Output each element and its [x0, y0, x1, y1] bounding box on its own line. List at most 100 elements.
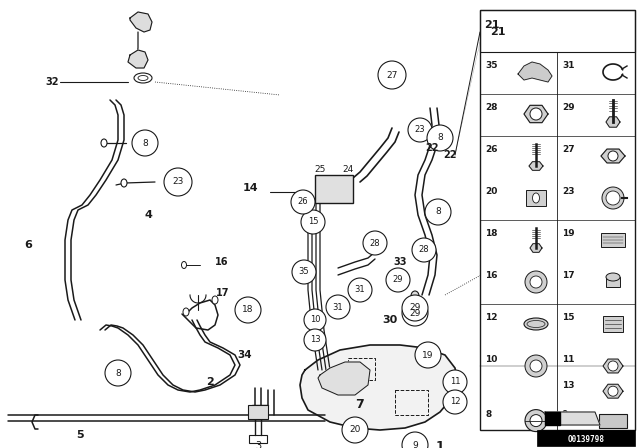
Text: 12: 12 — [450, 397, 460, 406]
Circle shape — [443, 390, 467, 414]
Text: 28: 28 — [419, 246, 429, 254]
Ellipse shape — [524, 318, 548, 330]
Circle shape — [415, 342, 441, 368]
Circle shape — [425, 199, 451, 225]
Circle shape — [530, 360, 542, 372]
Ellipse shape — [183, 308, 189, 316]
Bar — [480, 10, 635, 52]
Text: 17: 17 — [216, 288, 230, 298]
Bar — [526, 190, 546, 206]
Circle shape — [608, 151, 618, 161]
Text: 1: 1 — [436, 440, 444, 448]
Polygon shape — [318, 362, 370, 395]
Polygon shape — [545, 412, 600, 425]
Ellipse shape — [182, 262, 186, 268]
Text: 11: 11 — [562, 356, 575, 365]
Text: 29: 29 — [393, 276, 403, 284]
Polygon shape — [530, 244, 542, 252]
Text: 5: 5 — [76, 430, 84, 440]
Text: 35: 35 — [485, 61, 497, 70]
Text: 19: 19 — [422, 350, 434, 359]
Text: 21: 21 — [484, 20, 500, 30]
Text: 28: 28 — [370, 238, 380, 247]
Text: 3: 3 — [255, 441, 261, 448]
Text: 8: 8 — [115, 369, 121, 378]
Circle shape — [363, 231, 387, 255]
Circle shape — [301, 210, 325, 234]
Circle shape — [304, 329, 326, 351]
Circle shape — [530, 276, 542, 288]
Ellipse shape — [411, 291, 419, 301]
Circle shape — [132, 130, 158, 156]
Text: 13: 13 — [562, 381, 575, 390]
Bar — [599, 414, 627, 427]
Polygon shape — [300, 345, 458, 430]
Text: 26: 26 — [485, 146, 497, 155]
Text: 9: 9 — [412, 440, 418, 448]
Text: 15: 15 — [562, 314, 575, 323]
Text: 16: 16 — [485, 271, 497, 280]
Bar — [248, 405, 268, 419]
Circle shape — [443, 370, 467, 394]
Ellipse shape — [532, 193, 540, 203]
Text: 25: 25 — [314, 165, 326, 175]
Text: 30: 30 — [382, 315, 397, 325]
Circle shape — [402, 300, 428, 326]
Text: 8: 8 — [437, 134, 443, 142]
Text: 10: 10 — [485, 356, 497, 365]
Text: 24: 24 — [342, 165, 354, 175]
Text: 35: 35 — [299, 267, 309, 276]
Ellipse shape — [121, 179, 127, 187]
Polygon shape — [606, 117, 620, 127]
Text: 23: 23 — [562, 188, 575, 197]
Circle shape — [525, 409, 547, 431]
Circle shape — [525, 271, 547, 293]
Text: 18: 18 — [243, 306, 253, 314]
Circle shape — [348, 278, 372, 302]
Circle shape — [235, 297, 261, 323]
Text: 33: 33 — [393, 257, 407, 267]
Polygon shape — [601, 149, 625, 163]
Circle shape — [530, 108, 542, 120]
Polygon shape — [545, 412, 560, 425]
Circle shape — [608, 361, 618, 371]
Text: 12: 12 — [485, 314, 497, 323]
Text: 22: 22 — [425, 143, 439, 153]
Circle shape — [408, 118, 432, 142]
Text: 15: 15 — [308, 217, 318, 227]
Bar — [480, 10, 635, 430]
Text: 11: 11 — [450, 378, 460, 387]
Circle shape — [427, 125, 453, 151]
Text: 27: 27 — [387, 70, 397, 79]
Text: 31: 31 — [562, 61, 575, 70]
Bar — [603, 316, 623, 332]
Circle shape — [326, 295, 350, 319]
Circle shape — [378, 61, 406, 89]
Text: 17: 17 — [562, 271, 575, 280]
Circle shape — [606, 191, 620, 205]
Text: 31: 31 — [333, 302, 343, 311]
Ellipse shape — [101, 139, 107, 147]
Circle shape — [105, 360, 131, 386]
Polygon shape — [524, 105, 548, 123]
Bar — [601, 233, 625, 247]
Text: 18: 18 — [485, 229, 497, 238]
Circle shape — [304, 309, 326, 331]
Text: 23: 23 — [172, 177, 184, 186]
Polygon shape — [128, 50, 148, 68]
Text: 22: 22 — [444, 150, 457, 160]
Circle shape — [602, 187, 624, 209]
Text: 8: 8 — [435, 207, 441, 216]
Text: 8: 8 — [142, 138, 148, 147]
Circle shape — [292, 260, 316, 284]
Polygon shape — [518, 62, 552, 82]
Text: 20: 20 — [485, 188, 497, 197]
Text: 21: 21 — [490, 27, 506, 37]
Polygon shape — [603, 384, 623, 398]
Text: 27: 27 — [562, 146, 575, 155]
Text: 29: 29 — [562, 103, 575, 112]
Text: 9: 9 — [562, 410, 568, 419]
Text: 13: 13 — [310, 336, 320, 345]
Bar — [537, 430, 635, 446]
Text: 26: 26 — [298, 198, 308, 207]
